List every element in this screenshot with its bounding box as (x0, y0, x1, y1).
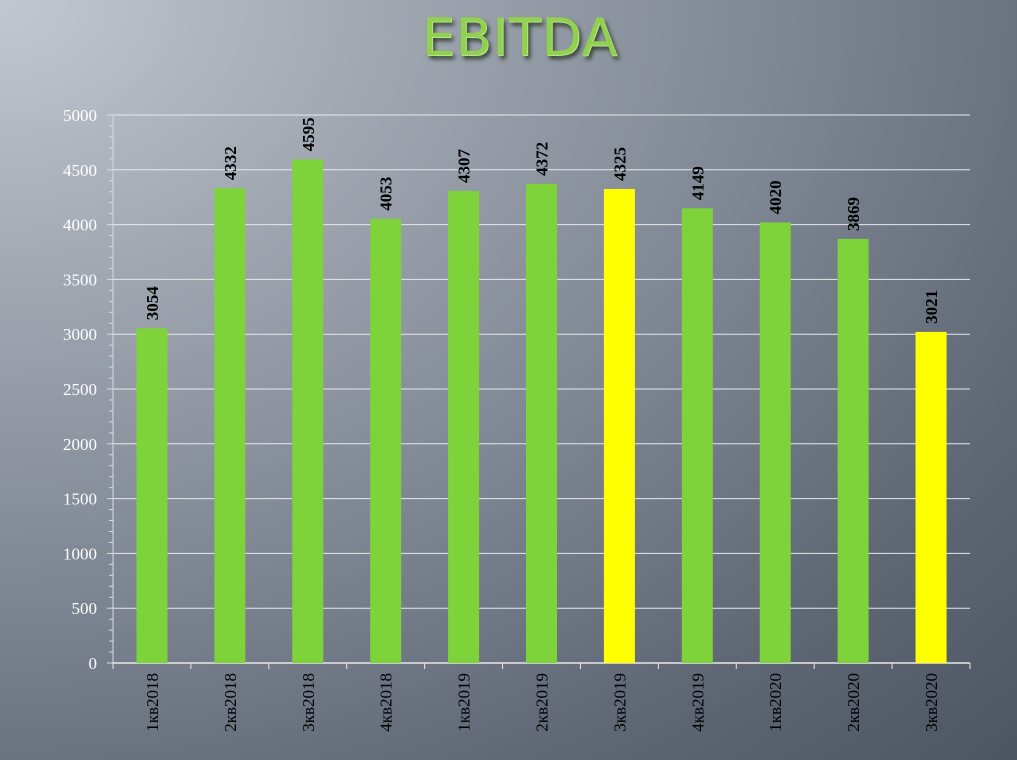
x-category-label: 1кв2019 (455, 673, 474, 732)
y-tick-label: 2500 (63, 380, 97, 399)
bar (448, 190, 480, 663)
y-tick-label: 3500 (63, 270, 97, 289)
bar (370, 218, 402, 663)
x-category-label: 1кв2020 (766, 673, 785, 732)
bar (292, 159, 324, 663)
bar (526, 183, 557, 663)
data-label: 3869 (844, 197, 863, 231)
labels: 3054 1кв2018 4332 2кв2018 4595 3кв2018 4053 4кв… (143, 117, 941, 731)
x-category-label: 3кв2020 (922, 673, 941, 732)
y-tick-label: 2000 (63, 435, 97, 454)
data-label: 4053 (377, 177, 396, 211)
bar (214, 188, 246, 663)
y-tick-label: 4500 (63, 161, 97, 180)
bar (837, 238, 869, 664)
x-category-label: 2кв2020 (844, 673, 863, 732)
y-tick-label: 1000 (63, 544, 97, 563)
data-label: 4020 (766, 180, 785, 214)
chart-title: EBITDA (421, 8, 619, 68)
bar (759, 222, 791, 663)
data-label: 4307 (455, 148, 474, 183)
x-category-label: 4кв2018 (377, 673, 396, 732)
bar (915, 331, 947, 663)
bars (136, 159, 947, 664)
data-label: 4325 (610, 147, 629, 181)
y-tick-label: 0 (89, 654, 98, 673)
data-label: 4595 (299, 117, 318, 151)
y-tick-label: 3000 (63, 325, 97, 344)
data-label: 3021 (922, 290, 941, 324)
data-label: 3054 (143, 286, 162, 321)
y-tick-label: 4000 (63, 216, 97, 235)
bar (136, 328, 168, 663)
bar (603, 188, 635, 664)
y-tick-label: 5000 (63, 106, 97, 125)
x-category-label: 2кв2019 (533, 673, 552, 732)
x-category-label: 1кв2018 (143, 673, 162, 732)
data-label: 4372 (533, 142, 552, 176)
x-category-label: 3кв2019 (610, 673, 629, 732)
bar (681, 208, 713, 664)
x-category-label: 2кв2018 (221, 673, 240, 732)
data-label: 4332 (221, 146, 240, 180)
data-label: 4149 (688, 166, 707, 200)
y-tick-label: 1500 (63, 490, 97, 509)
axes: 0 500 1000 1500 2000 2500 3000 3500 4000 4500 5000 (63, 106, 971, 673)
x-category-label: 4кв2019 (688, 673, 707, 732)
x-category-label: 3кв2018 (299, 673, 318, 732)
y-tick-label: 500 (72, 599, 98, 618)
